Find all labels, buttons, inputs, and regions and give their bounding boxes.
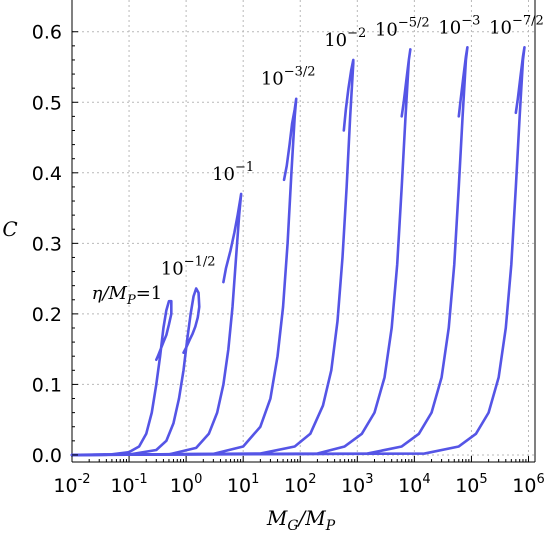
series-line-0 xyxy=(70,299,173,457)
y-axis-ticks: 0.0 0.1 0.2 0.3 0.4 0.5 0.6 xyxy=(32,22,78,467)
series-group xyxy=(70,45,526,457)
x-tick-label-3: 101 xyxy=(227,472,259,497)
y-tick-label-4: 0.4 xyxy=(32,163,62,185)
x-tick-label-5: 103 xyxy=(341,472,373,497)
series-label-7: 10−7/2 xyxy=(489,13,544,38)
grid xyxy=(71,0,535,462)
y-axis-title: C xyxy=(2,217,17,241)
y-tick-label-3: 0.3 xyxy=(32,233,62,255)
plot-frame xyxy=(71,0,536,463)
series-line-4 xyxy=(70,58,355,457)
series-line-7 xyxy=(70,45,526,457)
x-tick-label-4: 102 xyxy=(284,472,316,497)
series-line-6 xyxy=(70,45,469,457)
x-tick-label-1: 10-1 xyxy=(110,472,147,497)
y-tick-label-0: 0.0 xyxy=(32,445,62,467)
series-line-1 xyxy=(70,287,201,457)
y-tick-label-2: 0.2 xyxy=(32,304,62,326)
series-label-2: 10−1 xyxy=(212,160,254,185)
x-axis-title: MG/MP xyxy=(266,506,336,534)
y-tick-label-6: 0.6 xyxy=(32,22,62,44)
series-label-1: 10−1/2 xyxy=(161,254,216,279)
x-tick-label-7: 105 xyxy=(455,472,487,497)
x-tick-label-8: 106 xyxy=(512,472,544,497)
y-tick-label-5: 0.5 xyxy=(32,92,62,114)
series-label-0: η/MP=1 xyxy=(92,283,163,308)
x-tick-label-6: 104 xyxy=(398,472,430,497)
series-label-5: 10−5/2 xyxy=(375,15,430,40)
series-line-2 xyxy=(70,192,243,457)
x-axis-ticks: 10-2 10-1 100 101 102 103 104 105 106 xyxy=(53,456,545,497)
x-tick-label-2: 100 xyxy=(170,472,202,497)
series-line-5 xyxy=(70,48,412,457)
series-label-4: 10−2 xyxy=(324,26,366,51)
series-label-3: 10−3/2 xyxy=(261,65,316,90)
y-tick-label-1: 0.1 xyxy=(32,374,62,396)
series-line-3 xyxy=(70,97,298,457)
x-tick-label-0: 10-2 xyxy=(53,472,90,497)
curve-labels: η/MP=1 10−1/2 10−1 10−3/2 10−2 10−5/2 10−3 10−7… xyxy=(92,13,544,308)
series-label-6: 10−3 xyxy=(438,13,480,38)
